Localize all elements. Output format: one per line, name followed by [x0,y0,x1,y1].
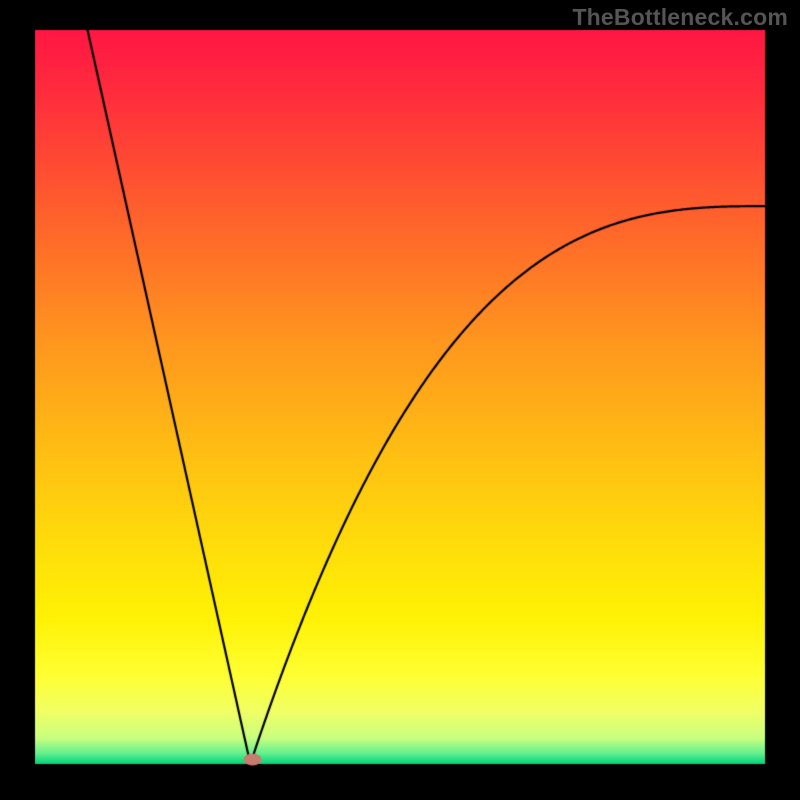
chart-root: TheBottleneck.com [0,0,800,800]
gradient-chart-canvas [0,0,800,800]
watermark-text: TheBottleneck.com [572,4,788,31]
